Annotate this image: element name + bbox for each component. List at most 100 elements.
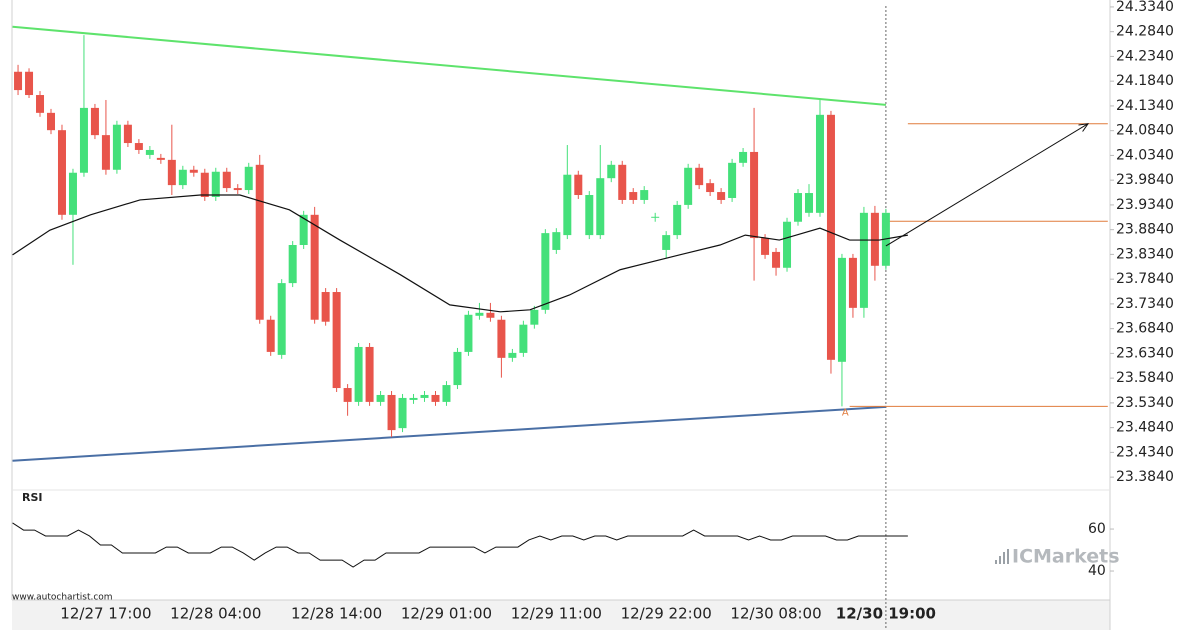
candle-body: [739, 151, 748, 163]
candle-body: [475, 312, 484, 316]
candle-body: [233, 188, 242, 191]
y-tick-label: 24.1340: [1116, 98, 1174, 114]
trendline: [12, 25, 886, 106]
candle-body: [266, 319, 275, 352]
candle-body: [134, 143, 143, 150]
y-tick-label: 23.5340: [1116, 395, 1174, 411]
x-tick-label: 12/28 14:00: [291, 605, 382, 623]
candle-body: [332, 292, 341, 389]
plot-layer: 24.3340 24.2840 24.2340 24.1840 24.1340 24.08…: [12, 0, 1174, 630]
candle-body: [464, 314, 473, 352]
candle-body: [585, 195, 594, 236]
candle-body: [376, 394, 385, 402]
candle-body: [848, 257, 857, 308]
candle-body: [607, 164, 616, 179]
watermark: www.autochartist.com: [12, 593, 113, 603]
candle-body: [222, 171, 231, 189]
candle-body: [508, 352, 517, 358]
candle-body: [46, 112, 55, 131]
candle-body: [804, 193, 813, 213]
logo-bar: [995, 560, 997, 564]
candle-body: [530, 309, 539, 325]
candle-body: [354, 346, 363, 402]
candle-body: [574, 174, 583, 196]
y-tick-label: 23.6340: [1116, 345, 1174, 361]
candle-body: [189, 169, 198, 173]
candle-body: [57, 130, 66, 215]
candle-body: [618, 164, 627, 200]
y-tick-label: 24.3340: [1116, 0, 1174, 15]
candle-body: [706, 183, 715, 193]
candle-body: [211, 171, 220, 197]
candle-body: [826, 114, 835, 360]
candle-body: [14, 71, 23, 91]
y-tick-label: 23.9340: [1116, 197, 1174, 213]
candle-body: [717, 192, 726, 200]
candle-body: [310, 214, 319, 320]
candle-body: [244, 166, 253, 191]
logo-bar: [999, 556, 1001, 564]
candle-body: [156, 157, 165, 160]
candle-body: [25, 71, 34, 96]
candle-body: [673, 204, 682, 236]
candle-body: [563, 174, 572, 236]
candle-body: [519, 324, 528, 353]
candle-body: [761, 238, 770, 255]
candle-body: [321, 292, 330, 322]
candle-body: [859, 212, 868, 308]
candle-body: [596, 178, 605, 236]
candle-body: [684, 167, 693, 205]
rsi-y-tick-label: 60: [1088, 521, 1106, 537]
candle-body: [178, 169, 187, 186]
rsi-title: RSI: [22, 491, 43, 504]
y-tick-label: 23.9840: [1116, 172, 1174, 188]
candle-body: [409, 397, 418, 400]
candle-body: [36, 95, 45, 113]
y-tick-label: 24.0340: [1116, 147, 1174, 163]
candle-body: [101, 135, 110, 170]
y-tick-label: 23.4340: [1116, 444, 1174, 460]
candle-body: [552, 232, 561, 250]
candle-body: [343, 388, 352, 402]
candle-body: [453, 351, 462, 386]
candle-body: [837, 257, 846, 362]
x-tick-label: 12/29 11:00: [511, 605, 602, 623]
candle-body: [870, 212, 879, 266]
y-tick-label: 24.2840: [1116, 24, 1174, 40]
y-tick-label: 23.7840: [1116, 271, 1174, 287]
brand-name: ICMarkets: [1012, 546, 1120, 568]
candle-body: [772, 251, 781, 268]
y-tick-label: 23.4840: [1116, 420, 1174, 436]
rsi-y-tick-label: 40: [1088, 563, 1106, 579]
trendline: [12, 405, 886, 462]
candle-body: [662, 235, 671, 250]
candle-body: [541, 233, 550, 310]
logo-bar: [1007, 549, 1009, 564]
x-tick-label: 12/28 04:00: [170, 605, 261, 623]
y-tick-label: 23.3840: [1116, 469, 1174, 485]
candle-body: [794, 193, 803, 222]
y-tick-label: 23.7340: [1116, 296, 1174, 312]
candle-body: [497, 319, 506, 358]
candle-body: [167, 159, 176, 186]
candle-body: [299, 214, 308, 245]
candle-body: [815, 114, 824, 213]
candle-body: [728, 162, 737, 198]
brand-logo: ICMarkets: [995, 546, 1120, 568]
candle-body: [651, 216, 660, 218]
candle-body: [431, 394, 440, 402]
y-tick-label: 24.1840: [1116, 73, 1174, 89]
candle-body: [68, 172, 77, 215]
candle-body: [486, 312, 495, 318]
candle-body: [442, 385, 451, 402]
logo-bar: [1003, 552, 1005, 564]
x-tick-label: 12/30 19:00: [836, 605, 936, 623]
candle-body: [123, 124, 132, 144]
y-tick-label: 23.8840: [1116, 222, 1174, 238]
candle-body: [200, 172, 209, 197]
x-tick-label: 12/29 22:00: [621, 605, 712, 623]
forecast-arrow: [885, 124, 1088, 247]
y-tick-label: 24.0840: [1116, 123, 1174, 139]
